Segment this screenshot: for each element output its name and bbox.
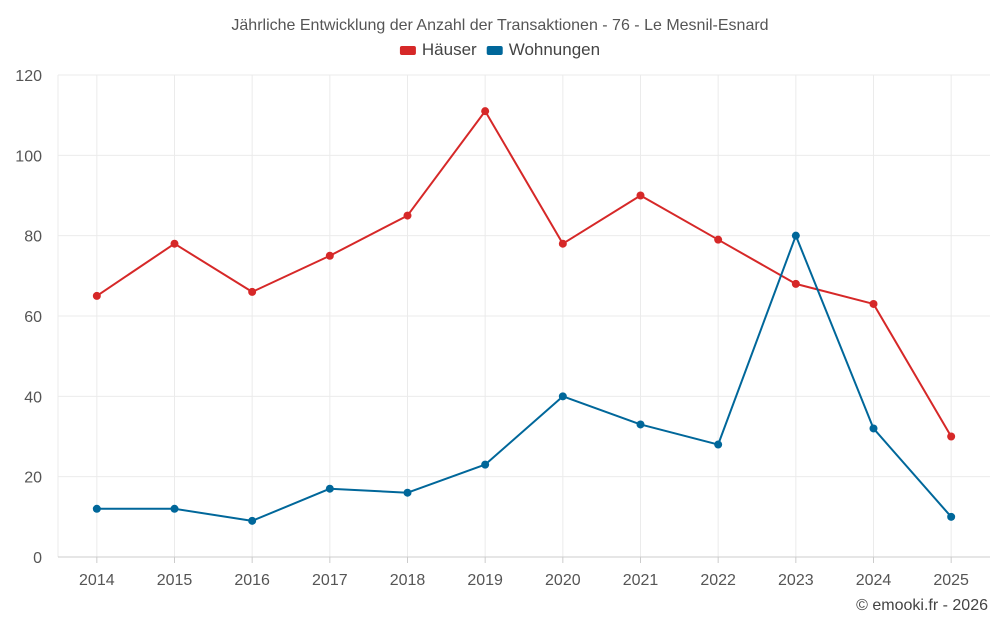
data-point [791, 279, 800, 288]
data-point [170, 504, 179, 513]
y-tick-label: 40 [24, 389, 42, 406]
y-tick-label: 20 [24, 470, 42, 487]
y-tick-label: 0 [33, 550, 42, 567]
data-point [869, 299, 878, 308]
data-point [248, 516, 257, 525]
x-tick-label: 2015 [157, 572, 193, 589]
x-tick-label: 2016 [234, 572, 270, 589]
data-point [403, 488, 412, 497]
legend-item-1: Wohnungen [486, 40, 600, 59]
y-tick-label: 80 [24, 229, 42, 246]
series-1 [92, 231, 956, 525]
data-point [92, 504, 101, 513]
legend-label: Wohnungen [509, 40, 600, 59]
data-point [481, 107, 490, 116]
x-tick-label: 2022 [700, 572, 736, 589]
series-line [96, 234, 952, 522]
data-point [558, 392, 567, 401]
legend-item-0: Häuser [399, 40, 477, 59]
legend: Häuser Wohnungen [399, 40, 600, 59]
y-tick-label: 120 [15, 68, 42, 85]
data-point [170, 239, 179, 248]
grid [57, 74, 990, 558]
x-tick-label: 2019 [467, 572, 503, 589]
data-point [714, 440, 723, 449]
series-0 [92, 107, 956, 441]
data-point [791, 231, 800, 240]
x-tick-label: 2017 [312, 572, 348, 589]
data-point [636, 420, 645, 429]
data-point [248, 287, 257, 296]
x-tick-label: 2023 [778, 572, 814, 589]
x-tick-label: 2018 [390, 572, 426, 589]
y-axis-ticks: 0 20 40 60 80 100 120 [15, 68, 42, 567]
data-point [325, 251, 334, 260]
data-point [481, 460, 490, 469]
legend-swatch [399, 46, 416, 55]
series-layer [92, 107, 956, 525]
x-tick-label: 2014 [79, 572, 115, 589]
x-tick-label: 2021 [623, 572, 659, 589]
x-tick-label: 2025 [933, 572, 969, 589]
y-tick-label: 100 [15, 148, 42, 165]
x-tick-label: 2024 [856, 572, 892, 589]
data-point [636, 191, 645, 200]
data-point [947, 432, 956, 441]
x-tick-label: 2020 [545, 572, 581, 589]
chart-title: Jährliche Entwicklung der Anzahl der Tra… [231, 17, 768, 34]
data-point [869, 424, 878, 433]
series-line [96, 110, 953, 438]
legend-label: Häuser [422, 40, 477, 59]
y-tick-label: 60 [24, 309, 42, 326]
data-point [325, 484, 334, 493]
data-point [92, 291, 101, 300]
data-point [947, 512, 956, 521]
data-point [714, 235, 723, 244]
x-axis-ticks: 2014 2015 2016 2017 2018 2019 2020 2021 2022 2023… [79, 557, 969, 589]
data-point [403, 211, 412, 220]
data-point [558, 239, 567, 248]
legend-swatch [486, 46, 503, 55]
credit-text: © emooki.fr - 2026 [856, 597, 988, 614]
